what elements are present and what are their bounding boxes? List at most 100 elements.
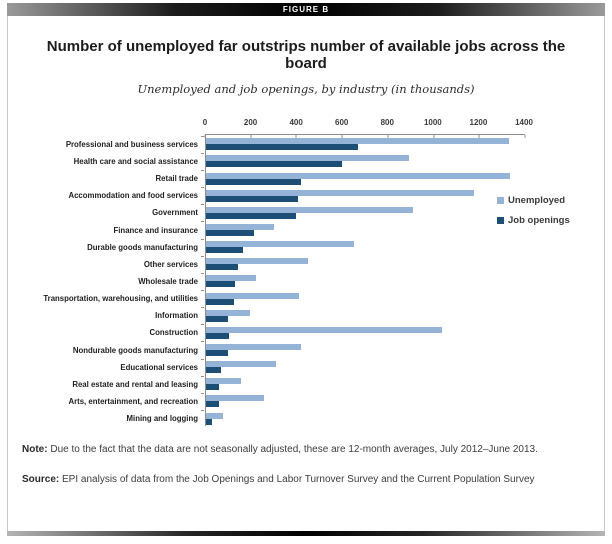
category-label: Transportation, warehousing, and utiliti… xyxy=(43,294,198,304)
x-axis-tick-label: 1000 xyxy=(423,117,442,127)
chart-row: Health care and social assistance xyxy=(8,152,604,170)
job-openings-bar xyxy=(206,384,220,391)
bar-group xyxy=(201,409,523,425)
chart-row: Finance and insurance xyxy=(8,221,604,238)
category-label: Construction xyxy=(149,328,198,338)
unemployed-bar xyxy=(206,378,241,385)
bar-group xyxy=(201,152,523,168)
note-text: Note: Due to the fact that the data are … xyxy=(22,442,590,458)
job-openings-bar xyxy=(206,247,244,254)
x-axis-tick-label: 200 xyxy=(243,117,258,127)
x-axis-tick-mark xyxy=(478,134,480,138)
unemployed-bar xyxy=(206,155,410,162)
job-openings-bar xyxy=(206,161,343,168)
category-label: Accommodation and food services xyxy=(68,191,198,201)
unemployed-bar xyxy=(206,189,475,196)
bar-group xyxy=(201,170,523,185)
category-label: Health care and social assistance xyxy=(73,156,198,166)
y-axis-line xyxy=(205,133,206,426)
note-label: Note: xyxy=(22,443,48,455)
unemployed-bar xyxy=(206,395,264,402)
bar-group xyxy=(201,135,523,151)
unemployed-bar xyxy=(206,326,443,333)
category-label: Other services xyxy=(143,259,198,269)
x-axis-tick-mark xyxy=(295,134,297,138)
chart-row: Durable goods manufacturing xyxy=(8,238,604,256)
category-label: Arts, entertainment, and recreation xyxy=(68,396,198,406)
job-openings-swatch-icon xyxy=(497,216,504,224)
x-axis-tick-mark xyxy=(387,134,389,138)
figure-label: FIGURE B xyxy=(282,5,330,14)
unemployed-swatch-icon xyxy=(497,196,504,204)
job-openings-bar xyxy=(206,178,302,185)
bar-group xyxy=(201,392,523,408)
chart-row: Arts, entertainment, and recreation xyxy=(8,392,604,410)
chart-row: Real estate and rental and leasing xyxy=(8,375,604,393)
job-openings-bar xyxy=(206,144,358,151)
category-label: Information xyxy=(155,311,198,321)
chart-row: Retail trade xyxy=(8,170,604,187)
x-axis-tick-label: 800 xyxy=(380,117,394,127)
category-label: Real estate and rental and leasing xyxy=(72,379,198,389)
chart-row: Professional and business services xyxy=(8,135,604,153)
unemployed-bar xyxy=(206,344,301,351)
bar-chart: 0 200 400 600 800 1000 1200 1400 Professional a… xyxy=(8,110,604,428)
unemployed-bar xyxy=(206,138,509,145)
bar-group xyxy=(201,375,523,391)
x-axis-tick-labels: 0 200 400 600 800 1000 1200 1400 xyxy=(203,117,533,128)
job-openings-bar xyxy=(206,264,238,271)
legend-item-job-openings: Job openings xyxy=(497,215,570,226)
category-label: Durable goods manufacturing xyxy=(87,242,198,252)
job-openings-bar xyxy=(206,281,236,288)
bar-group xyxy=(201,307,523,322)
job-openings-bar xyxy=(206,418,212,425)
unemployed-bar xyxy=(206,309,250,316)
unemployed-bar xyxy=(206,241,354,248)
chart-row: Wholesale trade xyxy=(8,272,604,290)
category-label: Educational services xyxy=(120,362,198,372)
unemployed-bar xyxy=(206,224,274,231)
chart-row: Government xyxy=(8,204,604,221)
category-label: Finance and insurance xyxy=(113,225,199,235)
chart-row: Accommodation and food services xyxy=(8,187,604,204)
chart-row: Educational services xyxy=(8,358,604,376)
legend-label-unemployed: Unemployed xyxy=(508,194,566,206)
x-axis-tick-label: 400 xyxy=(289,117,303,127)
bar-group xyxy=(201,290,523,305)
chart-subtitle: Unemployed and job openings, by industry… xyxy=(137,81,475,96)
bar-group xyxy=(201,187,523,202)
legend: Unemployed Job openings xyxy=(497,195,570,235)
chart-row: Information xyxy=(8,307,604,324)
job-openings-bar xyxy=(206,315,229,322)
unemployed-bar xyxy=(206,172,511,179)
chart-row: Mining and logging xyxy=(8,409,604,427)
bar-group xyxy=(201,221,523,237)
x-axis-tick-mark xyxy=(524,134,526,138)
x-axis-tick-mark xyxy=(250,134,252,138)
x-axis-line xyxy=(205,133,525,135)
plot-area: Professional and business services Health… xyxy=(8,135,604,427)
x-axis-tick-label: 600 xyxy=(335,117,349,127)
category-label: Nondurable goods manufacturing xyxy=(72,345,198,355)
chart-row: Nondurable goods manufacturing xyxy=(8,341,604,358)
source-text: Source: EPI analysis of data from the Jo… xyxy=(22,472,590,488)
legend-item-unemployed: Unemployed xyxy=(497,195,570,206)
x-axis-tick-label: 1400 xyxy=(515,117,533,127)
figure-box: Number of unemployed far outstrips numbe… xyxy=(7,16,605,531)
job-openings-bar xyxy=(206,195,298,202)
chart-row: Transportation, warehousing, and utiliti… xyxy=(8,290,604,307)
bar-group xyxy=(201,358,523,374)
bar-group xyxy=(201,204,523,219)
source-label: Source: xyxy=(22,473,60,485)
figure-footer-bar xyxy=(7,531,605,536)
figure-header-bar: FIGURE B xyxy=(7,3,605,16)
x-axis-tick-label: 1200 xyxy=(469,117,488,127)
job-openings-bar xyxy=(206,230,254,237)
chart-row: Other services xyxy=(8,255,604,273)
unemployed-bar xyxy=(206,361,277,368)
job-openings-bar xyxy=(206,212,296,219)
source-body: EPI analysis of data from the Job Openin… xyxy=(59,473,535,485)
bar-group xyxy=(201,255,523,271)
category-label: Professional and business services xyxy=(65,139,198,149)
category-label: Government xyxy=(152,208,198,218)
